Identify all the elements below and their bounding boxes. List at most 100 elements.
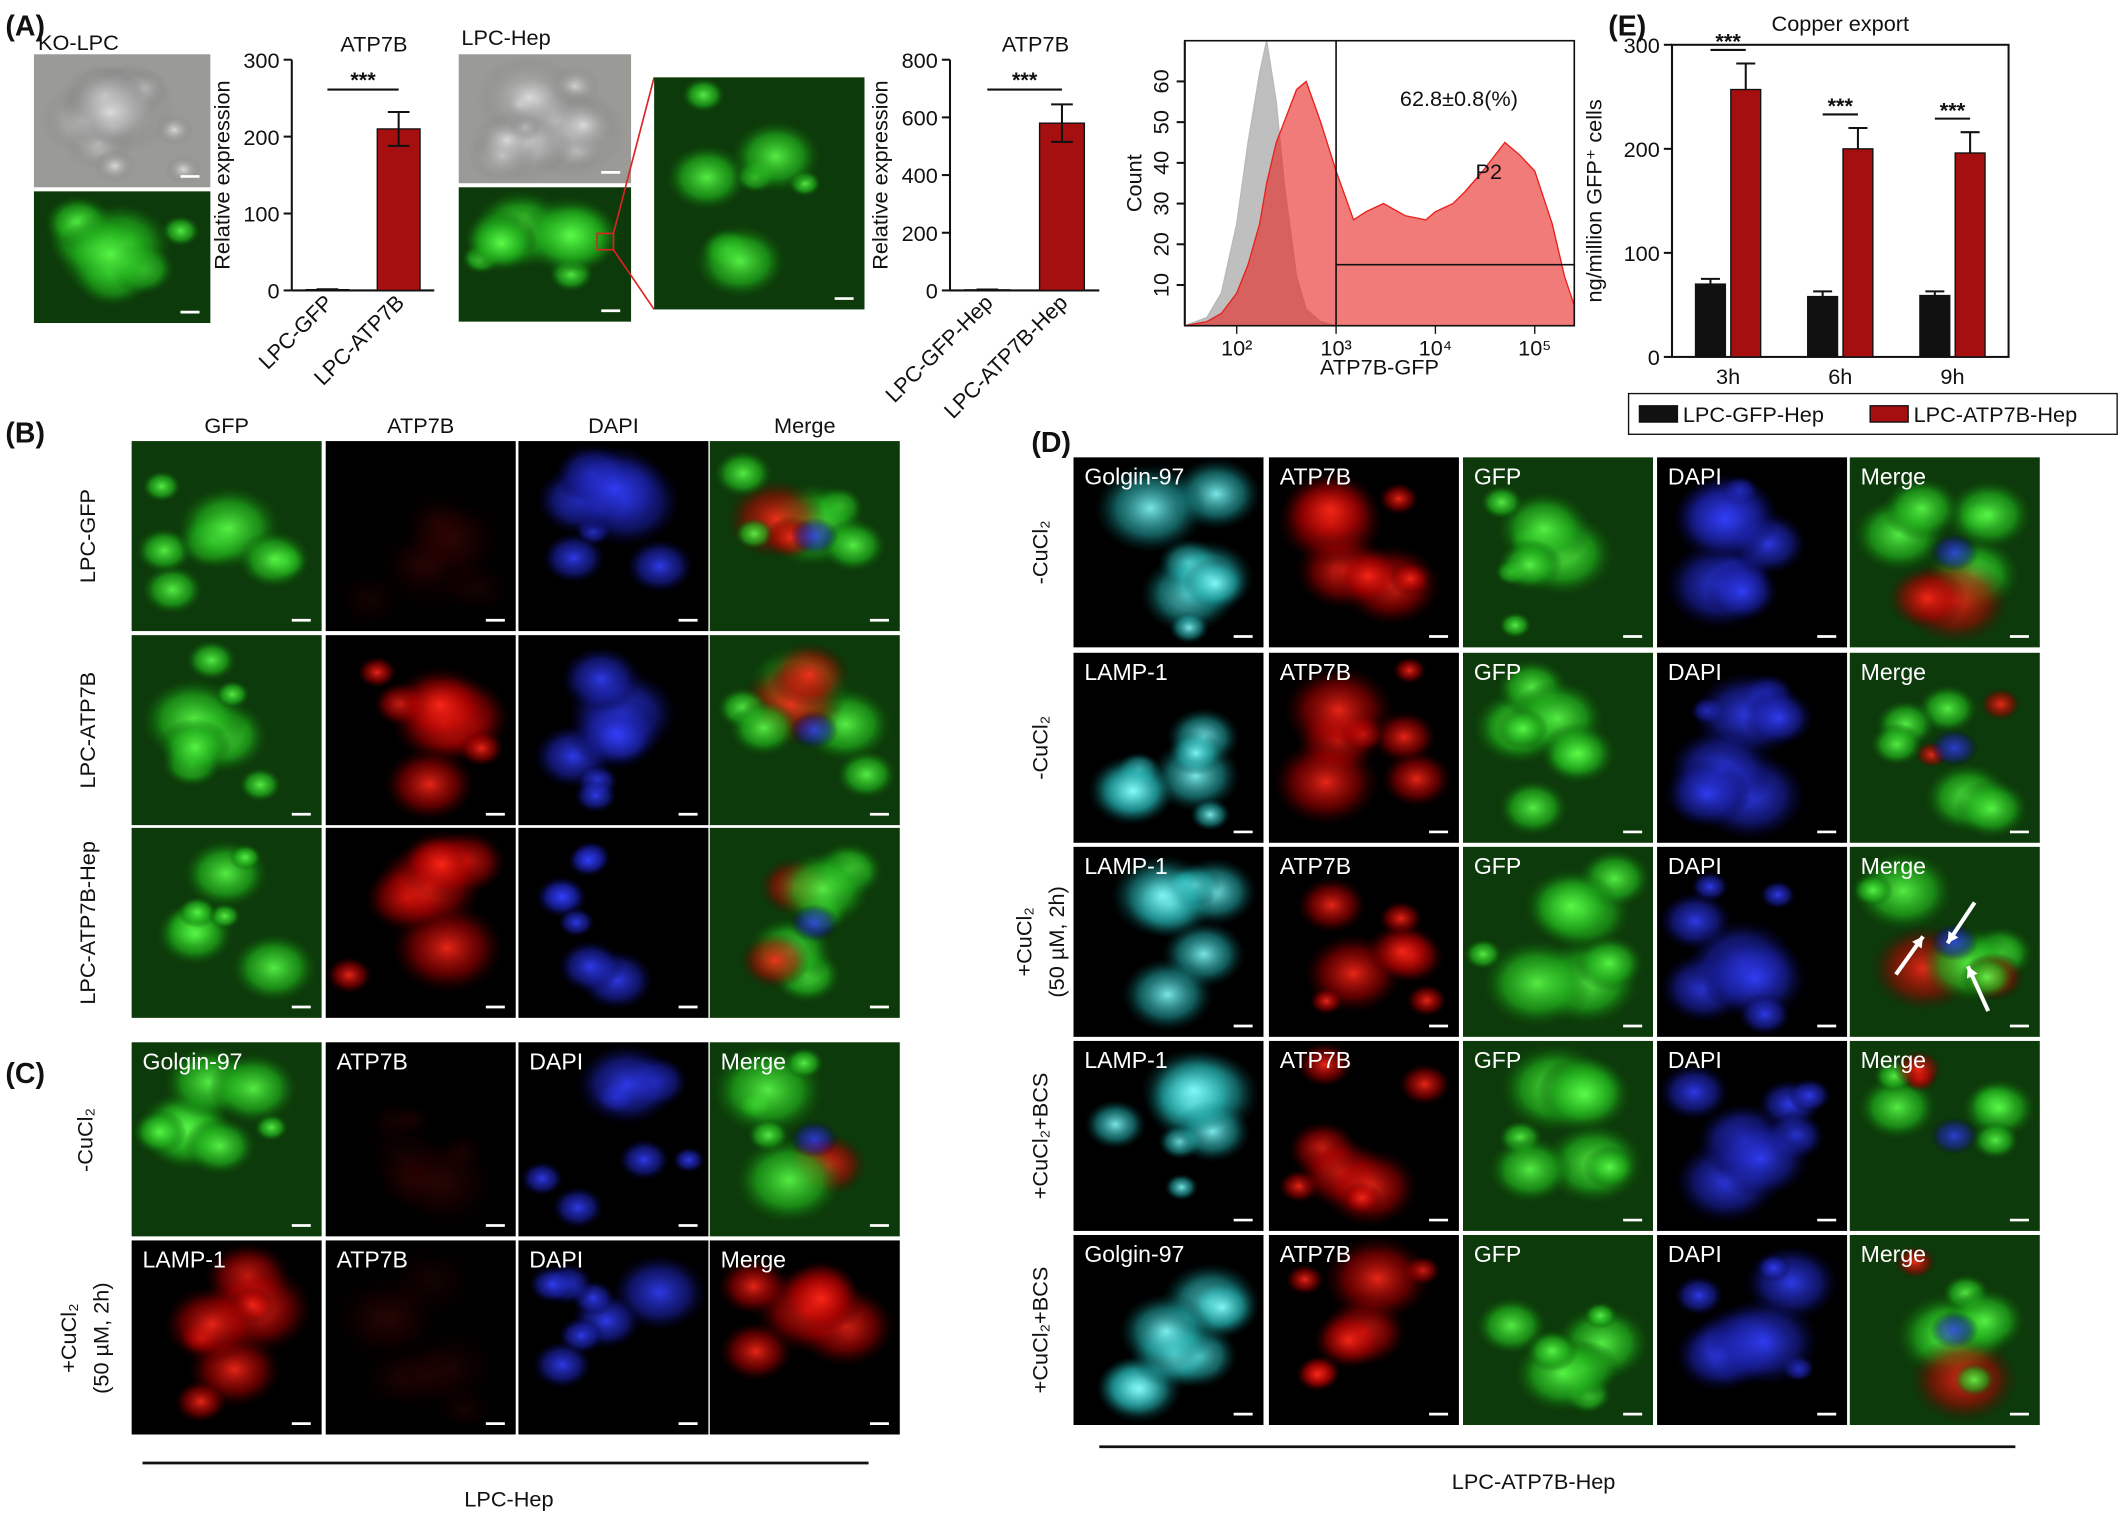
cell: [1961, 1078, 2037, 1139]
cell: [93, 148, 136, 183]
significance: ***: [1012, 67, 1038, 92]
cell: [386, 1245, 475, 1317]
cell: [363, 1123, 445, 1189]
cell: [618, 1138, 671, 1181]
bar: [1842, 148, 1874, 358]
cell: [1894, 1245, 1936, 1279]
cell: [1539, 722, 1617, 785]
y-tick-label: 0: [267, 279, 279, 304]
cell: [1894, 1050, 1943, 1089]
y-tick-label: 100: [1624, 241, 1660, 266]
cell: [1953, 1363, 1995, 1397]
y-axis-label: Count: [1121, 154, 1146, 212]
chart-title: ATP7B: [1002, 32, 1069, 57]
panel-label: (B): [5, 417, 45, 449]
cell-label: LAMP-1: [1084, 659, 1167, 685]
cell: [573, 777, 618, 814]
row-label: LPC-GFP: [75, 489, 100, 583]
cell: [401, 498, 495, 574]
cell: [557, 907, 595, 938]
cell: [767, 641, 851, 708]
error-bar: [976, 288, 999, 292]
cell: [1496, 538, 1562, 591]
cell-label: DAPI: [1668, 853, 1722, 879]
cell: [1929, 1116, 1979, 1155]
cell: [713, 449, 773, 498]
cell: [237, 530, 311, 589]
cell: [1929, 922, 1979, 961]
cell: [1167, 730, 1225, 776]
panel-label: (E): [1608, 10, 1646, 42]
cell: [141, 470, 182, 503]
cell: [1582, 1145, 1637, 1189]
cell: [1673, 1275, 1725, 1316]
cell: [1670, 476, 1779, 563]
cell: [1084, 1099, 1147, 1150]
cell-label: GFP: [1474, 659, 1521, 685]
cell: [1164, 1173, 1199, 1201]
cell-label: DAPI: [529, 1247, 583, 1273]
cell: [1954, 778, 2029, 839]
cell: [1663, 758, 1751, 829]
cell: [208, 1052, 299, 1125]
cell: [440, 1132, 487, 1170]
significance: ***: [1940, 97, 1966, 122]
zoom-line: [612, 77, 655, 234]
cell: [551, 1186, 605, 1229]
x-tick-label: 10²: [1221, 336, 1252, 361]
cell: [728, 699, 799, 756]
row-label: +CuCl₂+BCS: [1028, 1073, 1053, 1200]
cell: [55, 210, 166, 299]
cell: [1870, 723, 1924, 766]
cell: [1929, 728, 1979, 767]
x-tick-label: 9h: [1940, 364, 1964, 389]
column-header: Merge: [774, 413, 836, 438]
error-bar: [1848, 127, 1868, 149]
cell: [528, 1265, 576, 1304]
cell: [1110, 854, 1215, 938]
cell: [131, 1109, 188, 1155]
bar: [1919, 294, 1951, 358]
y-axis-label: ng/million GFP⁺ cells: [1581, 99, 1606, 302]
arrow-head: [1947, 931, 1959, 944]
cell: [1341, 1181, 1383, 1215]
y-tick-label: 800: [902, 48, 938, 73]
y-tick-label: 20: [1149, 232, 1174, 256]
cell: [1852, 850, 1955, 932]
cell: [575, 1043, 679, 1126]
cell: [230, 933, 318, 1003]
cell: [1332, 547, 1404, 605]
cell-label: Golgin-97: [143, 1048, 243, 1074]
row-label: -CuCl₂: [72, 1108, 97, 1172]
cell: [391, 666, 489, 744]
cell: [1481, 938, 1593, 1028]
y-tick-label: 300: [1624, 33, 1660, 58]
cell: [465, 214, 538, 273]
cell: [392, 1103, 433, 1136]
cell: [1285, 1264, 1325, 1296]
plot-frame: [1183, 39, 1576, 327]
error-bar: [1813, 290, 1833, 297]
row-label: LPC-ATP7B: [75, 672, 100, 789]
cell: [1497, 779, 1569, 837]
cell: [1140, 1048, 1247, 1134]
cell: [1887, 566, 1968, 630]
cell: [1182, 557, 1248, 610]
cell: [174, 1380, 228, 1423]
image-label: LPC-Hep: [461, 25, 550, 50]
cell-label: Merge: [1861, 1047, 1926, 1073]
cell: [1944, 479, 2033, 550]
cell: [158, 717, 232, 777]
y-axis-label: Relative expression: [209, 80, 234, 269]
error-bar: [1925, 290, 1945, 296]
significance: ***: [1715, 29, 1741, 54]
row-label: +CuCl₂+BCS: [1028, 1267, 1053, 1394]
row-label: +CuCl₂: [1011, 907, 1036, 976]
legend-label: LPC-ATP7B-Hep: [1914, 402, 2078, 427]
image-label: KO-LPC: [38, 30, 119, 55]
cell: [1882, 477, 1962, 541]
bar: [1954, 152, 1986, 358]
column-header: GFP: [204, 413, 249, 438]
y-tick-label: 200: [1624, 137, 1660, 162]
